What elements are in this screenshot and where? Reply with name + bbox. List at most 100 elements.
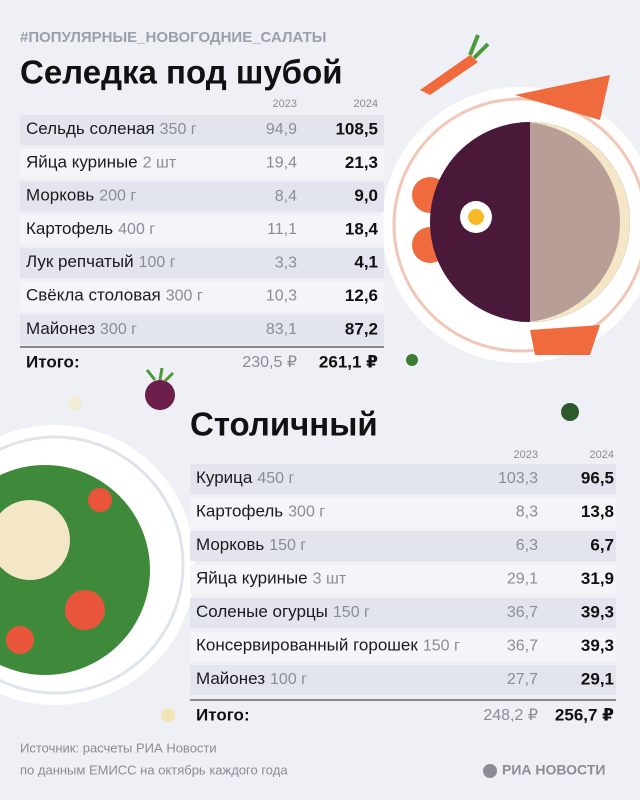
ingredient-quantity: 400 г (118, 221, 155, 238)
price-2023: 19,4 (266, 155, 297, 172)
ingredient-name: Яйца куриные (26, 153, 138, 172)
ingredient-quantity: 300 г (166, 288, 203, 305)
total-2023: 230,5 ₽ (242, 354, 297, 371)
row-background (20, 181, 384, 212)
price-2023: 83,1 (266, 321, 297, 338)
price-2023: 27,7 (507, 671, 538, 688)
table-title: Селедка под шубой (20, 54, 343, 91)
price-2024: 12,6 (345, 286, 378, 305)
total-label: Итого: (26, 352, 80, 371)
ingredient-quantity: 150 г (423, 638, 460, 655)
ingredient-name: Морковь (196, 535, 264, 554)
price-2023: 36,7 (507, 604, 538, 621)
ingredient-quantity: 100 г (270, 671, 307, 688)
ingredient-quantity: 200 г (99, 188, 136, 205)
ingredient-name: Картофель (26, 219, 113, 238)
ingredient: Сельдь соленая 350 г (26, 119, 197, 138)
ingredient: Лук репчатый 100 г (26, 253, 176, 272)
ingredient: Майонез 300 г (26, 319, 137, 338)
total-label: Итого: (196, 705, 250, 724)
row-background (190, 531, 616, 561)
ingredient-quantity: 300 г (100, 321, 137, 338)
ingredient-name: Лук репчатый (26, 253, 134, 272)
ingredient-name: Соленые огурцы (196, 602, 328, 621)
ingredient-name: Картофель (196, 502, 283, 521)
price-2023: 8,4 (275, 188, 297, 205)
year-header: 2023 (514, 449, 538, 461)
price-2023: 3,3 (275, 254, 297, 271)
ingredient-name: Майонез (26, 319, 95, 338)
ingredient-name: Яйца куриные (196, 569, 308, 588)
source-line: по данным ЕМИСС на октябрь каждого года (20, 762, 288, 777)
row-background (20, 214, 384, 245)
ingredient-name: Свёкла столовая (26, 286, 161, 305)
row-background (190, 631, 616, 662)
tables: Селедка под шубой 2023 2024 Сельдь соленая 3… (20, 54, 616, 724)
row-background (190, 464, 616, 494)
price-2023: 103,3 (498, 470, 538, 487)
price-2024: 87,2 (345, 319, 378, 338)
ingredient-quantity: 350 г (160, 121, 197, 138)
hashtag: #ПОПУЛЯРНЫЕ_НОВОГОДНИЕ_САЛАТЫ (20, 29, 327, 46)
price-2023: 10,3 (266, 288, 297, 305)
ingredient-quantity: 150 г (333, 604, 370, 621)
price-2024: 18,4 (345, 219, 379, 238)
total-2024: 256,7 ₽ (555, 705, 614, 724)
row-background (190, 598, 616, 628)
row-background (20, 248, 384, 279)
ingredient: Консервированный горошек 150 г (196, 636, 460, 655)
price-2023: 6,3 (516, 537, 538, 554)
price-2024: 9,0 (354, 186, 378, 205)
price-2023: 11,1 (267, 221, 297, 238)
row-background (20, 281, 384, 312)
total-2024: 261,1 ₽ (319, 352, 378, 371)
ingredient-quantity: 450 г (257, 470, 294, 487)
price-2024: 39,3 (581, 636, 614, 655)
decor-plate-left (0, 425, 195, 705)
row-background (20, 148, 384, 179)
ingredient-quantity: 150 г (269, 537, 306, 554)
price-2024: 21,3 (345, 153, 378, 172)
price-2023: 94,9 (266, 121, 297, 138)
decor-dots (68, 354, 579, 722)
ingredient: Морковь 200 г (26, 186, 136, 205)
price-2024: 6,7 (590, 535, 614, 554)
ingredient-name: Сельдь соленая (26, 119, 155, 138)
ingredient: Морковь 150 г (196, 535, 306, 554)
row-background (190, 564, 616, 595)
price-2023: 29,1 (507, 571, 538, 588)
row-background (20, 314, 384, 345)
ingredient: Свёкла столовая 300 г (26, 286, 203, 305)
ingredient: Курица 450 г (196, 468, 295, 487)
logo-icon (483, 764, 497, 778)
ingredient-name: Курица (196, 468, 253, 487)
ingredient-name: Консервированный горошек (196, 636, 418, 655)
price-2024: 29,1 (581, 669, 614, 688)
ingredient-name: Морковь (26, 186, 94, 205)
year-header: 2023 (273, 98, 297, 110)
year-header: 2024 (354, 98, 378, 110)
price-2024: 39,3 (581, 602, 614, 621)
decor-plate-right (382, 34, 640, 363)
ingredient: Соленые огурцы 150 г (196, 602, 370, 621)
year-header: 2024 (590, 449, 614, 461)
price-2023: 8,3 (516, 504, 538, 521)
ingredient-quantity: 100 г (139, 254, 176, 271)
price-2024: 4,1 (354, 253, 378, 272)
price-2024: 31,9 (581, 569, 614, 588)
price-2024: 96,5 (581, 468, 614, 487)
price-2023: 36,7 (507, 638, 538, 655)
price-2024: 13,8 (581, 502, 614, 521)
ingredient: Яйца куриные 3 шт (196, 569, 347, 588)
table-title: Столичный (190, 406, 378, 443)
source-line: Источник: расчеты РИА Новости (20, 740, 217, 755)
ingredient-quantity: 2 шт (143, 155, 177, 172)
ingredient-quantity: 300 г (288, 504, 325, 521)
price-2024: 108,5 (335, 119, 378, 138)
ingredient-quantity: 3 шт (313, 571, 347, 588)
total-2023: 248,2 ₽ (483, 707, 538, 724)
ingredient: Яйца куриные 2 шт (26, 153, 177, 172)
ingredient: Майонез 100 г (196, 669, 307, 688)
row-background (20, 115, 384, 145)
